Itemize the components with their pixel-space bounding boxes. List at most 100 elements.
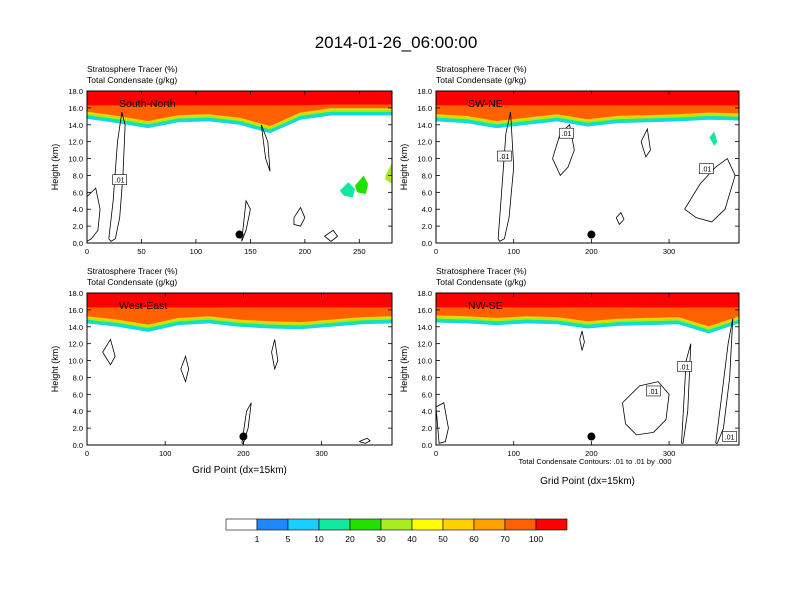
colorbar-label: 5 — [286, 534, 291, 544]
contour-label: .01 — [559, 127, 574, 139]
figure-title: 2014-01-26_06:00:00 — [315, 33, 478, 52]
x-tick-label: 300 — [315, 449, 328, 458]
axes-frame — [86, 292, 393, 446]
y-axis-label: Height (km) — [399, 346, 409, 393]
panel-sw-ne: .01 .01 .01 SW-NE 0.0 2.0 4.0 6.0 8.0 10.0 12.0 14.… — [399, 64, 740, 256]
condensate-contour — [241, 199, 251, 242]
colorbar-swatch — [349, 518, 382, 531]
condensate-contour — [108, 112, 126, 242]
x-tick-label: 100 — [507, 449, 520, 458]
x-tick-label: 200 — [299, 247, 312, 256]
tracer-core — [87, 293, 392, 308]
y-tick-label: 16.0 — [68, 306, 83, 315]
contour-label: .01 — [677, 361, 692, 372]
colorbar-swatch — [442, 518, 475, 531]
x-axis-label: Grid Point (dx=15km) — [540, 476, 635, 487]
plot-area — [87, 293, 392, 444]
subtitle-tracer: Stratosphere Tracer (%) — [436, 266, 527, 276]
condensate-contour — [271, 339, 279, 371]
colorbar-swatch — [380, 518, 413, 531]
axes-frame — [435, 90, 740, 244]
y-tick-label: 10.0 — [417, 357, 432, 366]
y-tick-label: 8.0 — [73, 373, 83, 382]
y-tick-label: 2.0 — [73, 424, 83, 433]
y-tick-label: 0.0 — [422, 441, 432, 450]
tracer-core — [87, 91, 392, 106]
colorbar-label: 60 — [469, 534, 479, 544]
axes-frame — [86, 90, 393, 244]
condensate-contour — [681, 343, 692, 444]
x-tick-label: 100 — [190, 247, 203, 256]
contour-label-text: .01 — [562, 131, 572, 138]
contour-label-box — [722, 431, 737, 442]
section-label: South-North — [119, 98, 176, 110]
plot-area: .01 — [87, 91, 392, 242]
y-tick-label: 12.0 — [417, 138, 432, 147]
subtitle-tracer: Stratosphere Tracer (%) — [87, 64, 178, 74]
x-tick-label: 300 — [663, 247, 676, 256]
colorbar-swatch — [287, 518, 320, 531]
condensate-contour — [436, 402, 449, 444]
y-tick-label: 6.0 — [422, 390, 432, 399]
x-tick-label: 0 — [85, 247, 89, 256]
section-label: NW-SE — [468, 300, 503, 312]
y-tick-label: 4.0 — [73, 205, 83, 214]
condensate-contour — [615, 211, 625, 226]
colorbar-label: 70 — [500, 534, 510, 544]
subtitle-tracer: Stratosphere Tracer (%) — [87, 266, 178, 276]
x-tick-label: 100 — [159, 449, 172, 458]
x-axis-label: Grid Point (dx=15km) — [192, 465, 287, 476]
subtitle-condensate: Total Condensate (g/kg) — [87, 277, 177, 287]
condensate-contour — [622, 381, 670, 436]
contour-footnote: Total Condensate Contours: .01 to .01 by… — [518, 457, 671, 466]
subtitle-condensate: Total Condensate (g/kg) — [87, 75, 177, 85]
x-tick-label: 0 — [85, 449, 89, 458]
contour-label-text: .01 — [680, 364, 690, 371]
colorbar-label: 50 — [438, 534, 448, 544]
y-tick-label: 12.0 — [68, 138, 83, 147]
colorbar-swatch — [225, 518, 258, 531]
y-tick-label: 18.0 — [68, 87, 83, 96]
axes-frame — [435, 292, 740, 446]
subtitle-condensate: Total Condensate (g/kg) — [436, 277, 526, 287]
contour-label: .01 — [646, 385, 661, 397]
y-tick-label: 0.0 — [73, 239, 83, 248]
y-tick-label: 4.0 — [422, 407, 432, 416]
y-tick-label: 14.0 — [417, 121, 432, 130]
x-tick-label: 200 — [585, 247, 598, 256]
colorbar-swatch — [535, 518, 568, 531]
tracer-patch — [385, 162, 392, 184]
y-tick-label: 14.0 — [417, 323, 432, 332]
subtitle-condensate: Total Condensate (g/kg) — [436, 75, 526, 85]
contour-label-box — [677, 361, 692, 372]
condensate-contour — [497, 112, 515, 242]
y-tick-label: 18.0 — [417, 87, 432, 96]
colorbar-swatch — [256, 518, 289, 531]
x-tick-label: 100 — [507, 247, 520, 256]
colorbar-label: 100 — [529, 534, 543, 544]
contour-label: .01 — [112, 174, 127, 185]
condensate-contour — [260, 124, 271, 172]
colorbar-label: 20 — [345, 534, 355, 544]
tracer-core — [436, 91, 739, 106]
panel-south-north: .01 South-North 0.0 2.0 4.0 6.0 8.0 10.0 12.0 14.… — [50, 64, 393, 256]
x-tick-label: 200 — [237, 449, 250, 458]
plot-area: .01 .01 .01 — [436, 91, 739, 242]
x-tick-label: 0 — [434, 247, 438, 256]
contour-label-text: .01 — [115, 178, 125, 185]
section-label: West-East — [119, 300, 167, 312]
tracer-patch — [709, 131, 718, 146]
y-tick-label: 10.0 — [417, 155, 432, 164]
contour-label: .01 — [722, 431, 737, 442]
y-tick-label: 16.0 — [417, 104, 432, 113]
y-tick-label: 0.0 — [422, 239, 432, 248]
y-tick-label: 16.0 — [417, 306, 432, 315]
y-tick-label: 2.0 — [422, 222, 432, 231]
condensate-contour — [358, 437, 371, 444]
x-tick-label: 50 — [137, 247, 145, 256]
y-tick-label: 8.0 — [73, 171, 83, 180]
tracer-core — [436, 293, 739, 308]
x-tick-label: 250 — [353, 247, 366, 256]
contour-label-box — [699, 163, 714, 174]
